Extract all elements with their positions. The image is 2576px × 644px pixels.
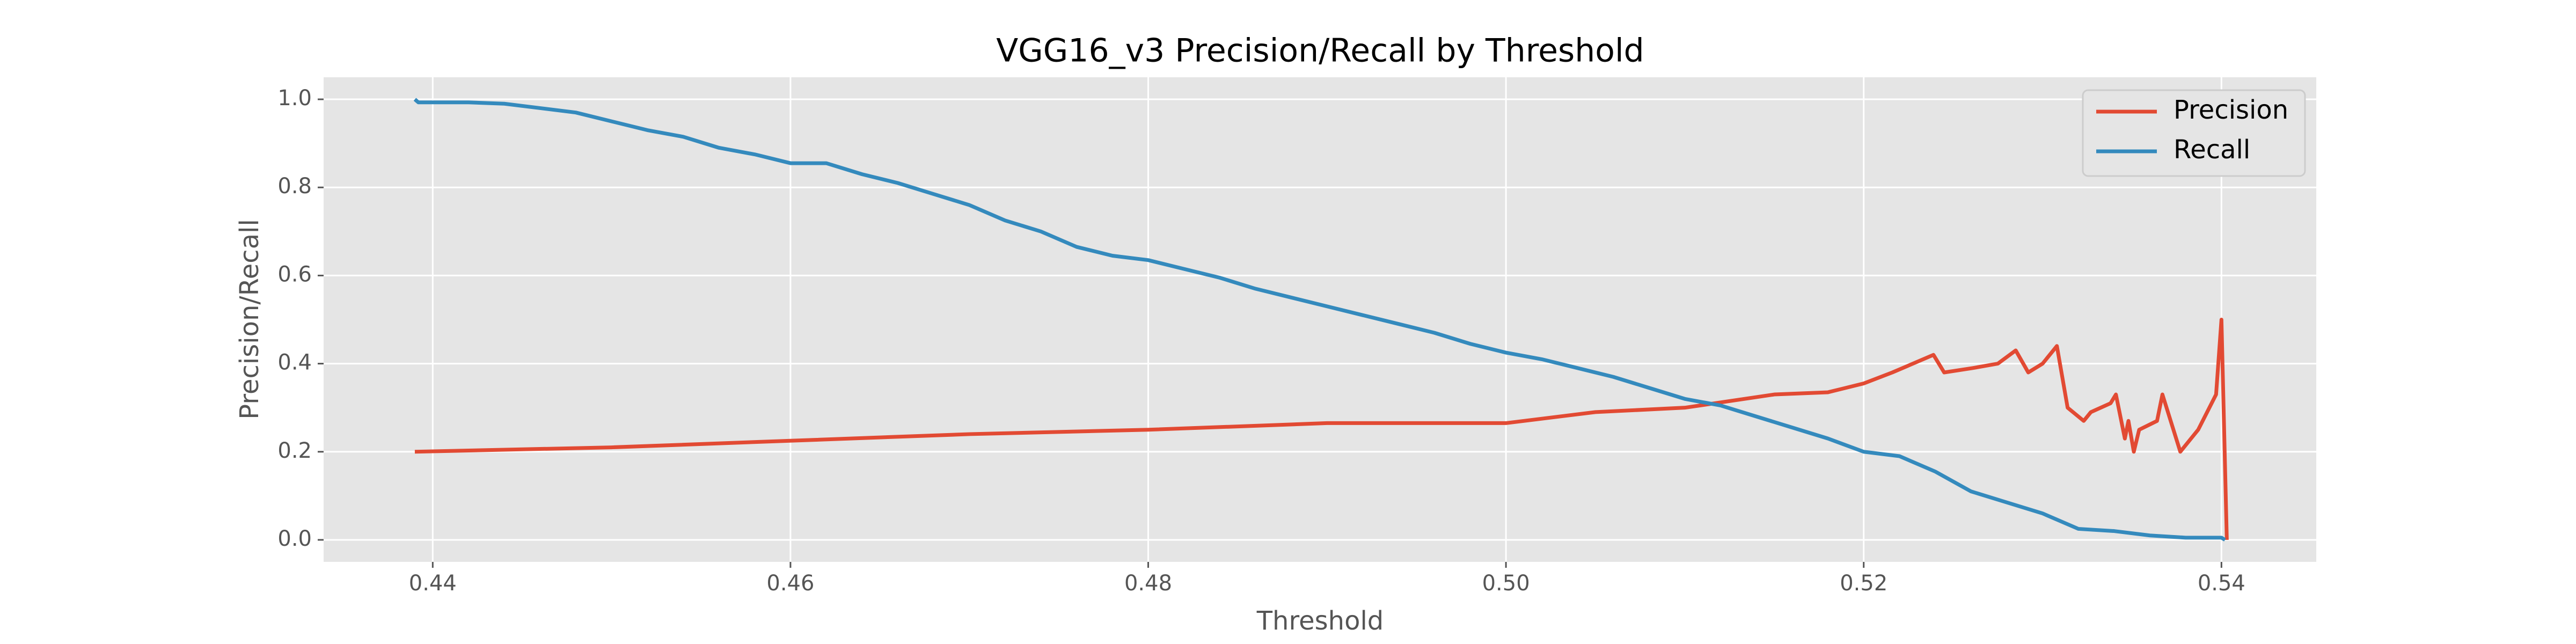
plot-area: [324, 77, 2316, 562]
y-tick-label: 0.6: [277, 262, 312, 287]
legend-label: Recall: [2174, 135, 2250, 165]
x-axis-label: Threshold: [1256, 606, 1384, 636]
chart-title: VGG16_v3 Precision/Recall by Threshold: [996, 32, 1644, 70]
x-tick-label: 0.44: [409, 571, 457, 596]
legend-label: Precision: [2174, 95, 2288, 125]
y-axis-label: Precision/Recall: [235, 219, 265, 420]
y-tick-label: 0.8: [277, 174, 312, 199]
y-tick-label: 0.0: [277, 526, 312, 551]
y-tick-label: 1.0: [277, 86, 312, 111]
y-tick-label: 0.4: [277, 350, 312, 375]
x-tick-label: 0.48: [1124, 571, 1172, 596]
series-line: [413, 98, 2226, 541]
series-line: [414, 318, 2229, 540]
y-tick-label: 0.2: [277, 438, 312, 463]
x-tick-label: 0.50: [1482, 571, 1530, 596]
x-tick-label: 0.54: [2198, 571, 2245, 596]
x-tick-label: 0.46: [766, 571, 814, 596]
x-tick-label: 0.52: [1840, 571, 1887, 596]
